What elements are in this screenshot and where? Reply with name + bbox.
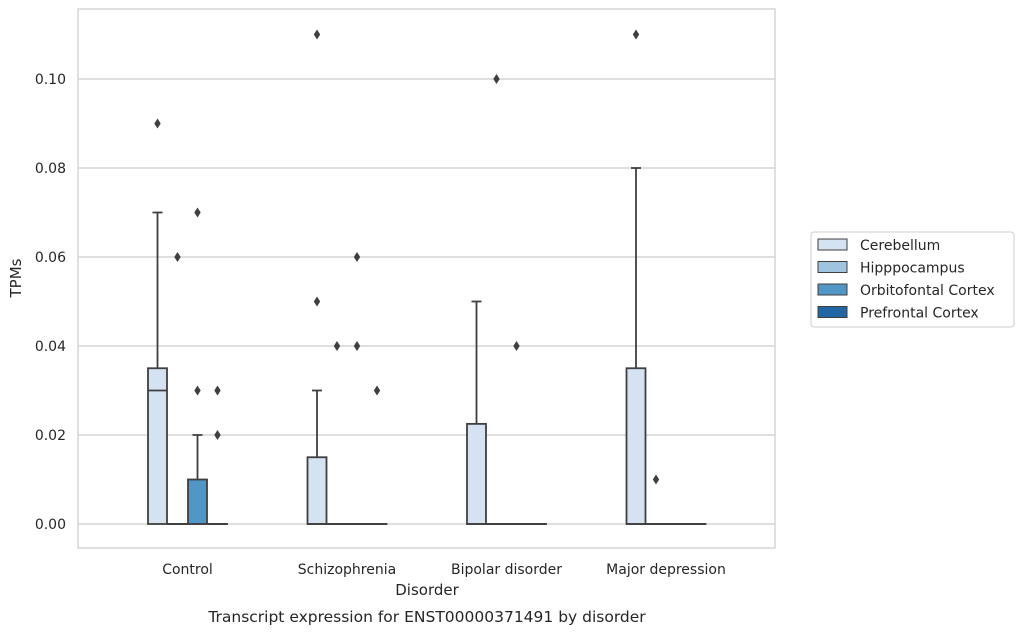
y-tick-label: 0.00 [35, 517, 66, 533]
box-2-1 [346, 252, 368, 526]
x-tick-label: Schizophrenia [298, 562, 396, 578]
legend-label: Hipppocampus [860, 261, 965, 277]
box-3-1 [366, 385, 388, 526]
box-1-1 [326, 341, 348, 526]
legend-swatch [817, 283, 848, 296]
grid-lines [78, 78, 775, 525]
box-1-0 [167, 252, 188, 526]
legend: Cerebellum Hipppocampus Orbitofontal Corte… [810, 231, 1015, 328]
box-rect [187, 478, 208, 525]
legend-frame [810, 231, 1015, 328]
y-tick-label: 0.02 [35, 428, 66, 444]
y-tick-label: 0.04 [35, 339, 66, 355]
outlier-point [632, 29, 640, 40]
y-tick-labels: 0.00 0.02 0.04 0.06 0.08 0.10 [35, 72, 66, 533]
x-tick-label: Control [162, 562, 213, 578]
x-axis-label: Disorder [395, 581, 459, 599]
x-tick-labels: Control Schizophrenia Bipolar disorder Majo… [162, 562, 726, 578]
box-rect [306, 456, 328, 525]
box-0-2 [466, 300, 487, 525]
box-2-0 [187, 207, 208, 525]
legend-swatch [817, 261, 848, 273]
box-0-0 [147, 118, 168, 525]
box-3-0 [207, 385, 228, 526]
box-rect [625, 367, 647, 525]
outlier-point [373, 385, 381, 396]
box-rect [466, 422, 487, 525]
box-layer [147, 29, 707, 526]
box-2-2 [506, 341, 527, 526]
outlier-point [174, 252, 181, 262]
outlier-point [154, 118, 161, 129]
outlier-point [353, 341, 361, 351]
x-tick-label: Major depression [606, 562, 726, 578]
legend-label: Prefrontal Cortex [860, 306, 979, 322]
plot-frame [77, 8, 776, 549]
outlier-point [214, 385, 221, 396]
y-axis-label: TPMs [7, 258, 25, 298]
legend-label: Cerebellum [860, 238, 940, 254]
y-tick-label: 0.06 [35, 250, 66, 266]
box-1-3 [645, 474, 667, 526]
outlier-point [513, 341, 520, 351]
outlier-point [194, 385, 201, 396]
box-1-2 [486, 74, 507, 526]
outlier-point [652, 474, 660, 485]
outlier-point [313, 29, 321, 40]
box-rect [147, 367, 168, 525]
legend-swatch [817, 238, 848, 251]
legend-label: Orbitofontal Cortex [860, 283, 995, 299]
y-tick-label: 0.10 [35, 72, 66, 88]
x-tick-label: Bipolar disorder [451, 562, 562, 578]
y-tick-label: 0.08 [35, 161, 66, 177]
outlier-point [214, 430, 221, 440]
outlier-point [194, 207, 201, 218]
outlier-point [353, 252, 361, 262]
outlier-point [333, 341, 341, 351]
outlier-point [313, 296, 321, 307]
box-0-3 [625, 29, 647, 525]
chart-title: Transcript expression for ENST0000037149… [207, 608, 646, 626]
box-0-1 [306, 29, 328, 525]
legend-swatch [817, 306, 848, 318]
outlier-point [493, 74, 500, 84]
